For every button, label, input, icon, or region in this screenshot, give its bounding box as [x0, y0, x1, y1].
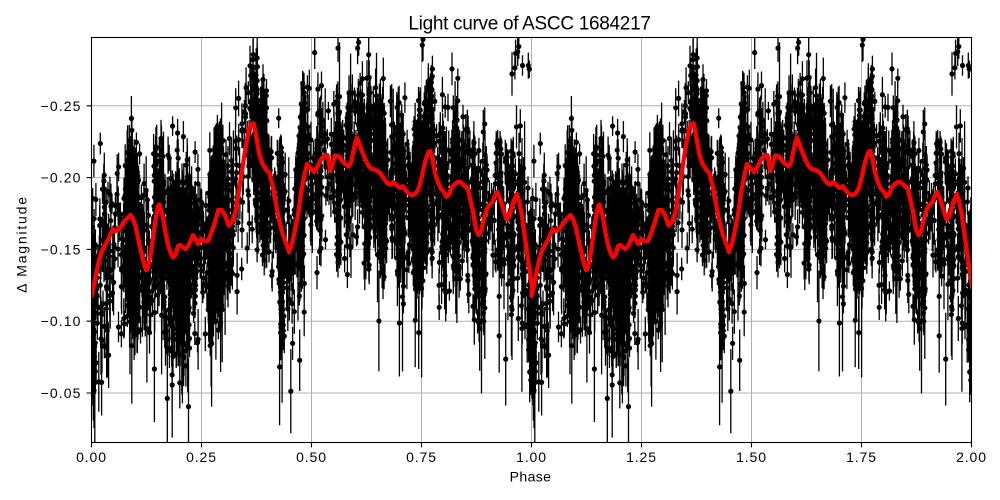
svg-text:−0.15: −0.15 — [41, 241, 82, 257]
svg-text:0.50: 0.50 — [296, 449, 327, 465]
svg-text:0.00: 0.00 — [76, 449, 107, 465]
svg-text:Light curve of ASCC 1684217: Light curve of ASCC 1684217 — [408, 14, 650, 35]
svg-text:−0.05: −0.05 — [41, 385, 82, 401]
svg-text:1.50: 1.50 — [736, 449, 767, 465]
svg-text:Phase: Phase — [510, 469, 552, 485]
svg-text:−0.10: −0.10 — [41, 313, 82, 329]
svg-text:0.25: 0.25 — [186, 449, 217, 465]
svg-text:1.00: 1.00 — [516, 449, 547, 465]
svg-text:−0.25: −0.25 — [41, 98, 82, 114]
svg-text:1.25: 1.25 — [626, 449, 657, 465]
svg-text:Δ Magnitude: Δ Magnitude — [14, 195, 30, 293]
svg-text:2.00: 2.00 — [956, 449, 987, 465]
svg-text:1.75: 1.75 — [846, 449, 877, 465]
svg-text:−0.20: −0.20 — [41, 170, 82, 186]
svg-text:0.75: 0.75 — [406, 449, 437, 465]
